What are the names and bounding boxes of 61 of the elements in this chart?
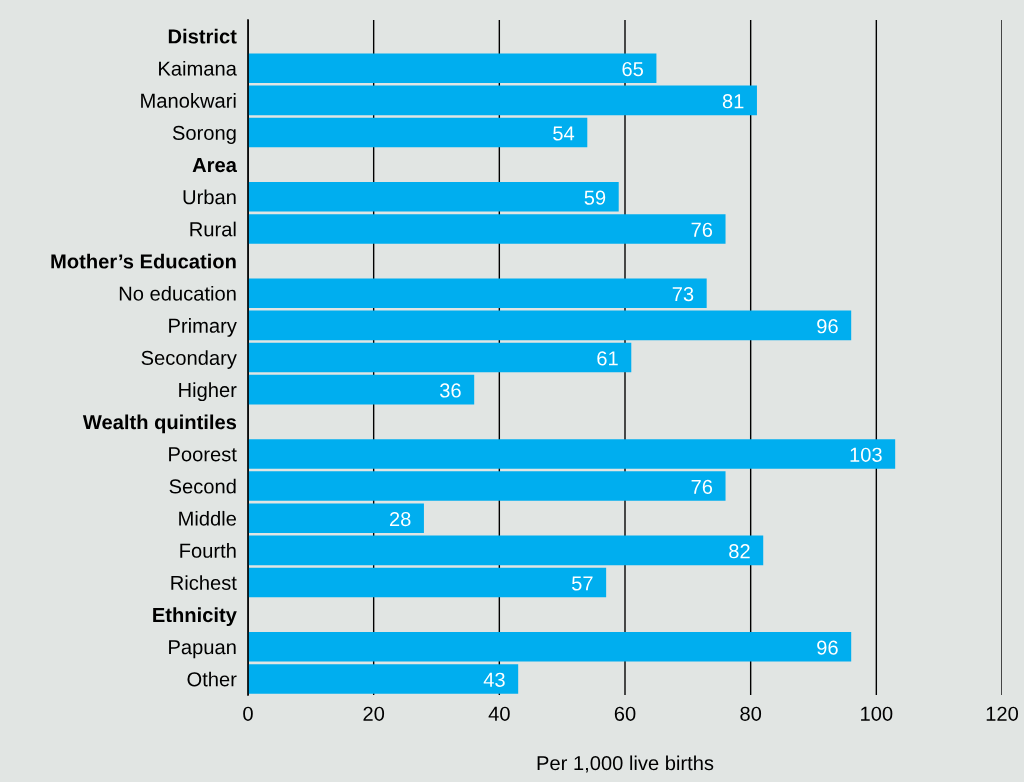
y-tick-label: Richest (171, 575, 237, 590)
data-label: 73 (672, 286, 694, 302)
data-label: 76 (691, 479, 713, 495)
y-tick-label: Wealth quintiles (82, 414, 237, 434)
data-label: 61 (597, 351, 618, 366)
y-tick-label: Ethnicity (153, 607, 237, 627)
bar (248, 374, 475, 405)
bar (248, 117, 588, 148)
data-label: 57 (571, 576, 593, 591)
data-label: 96 (817, 319, 838, 334)
y-tick-label: Papuan (169, 640, 236, 659)
y-tick-label: Fourth (180, 543, 236, 558)
bar (248, 664, 519, 694)
x-tick-label: 20 (363, 706, 385, 721)
y-tick-label: No education (119, 285, 236, 301)
bar (248, 278, 707, 308)
data-label: 76 (691, 222, 713, 237)
bar (248, 342, 632, 373)
data-label: 81 (722, 94, 744, 109)
bar (248, 503, 424, 533)
x-axis-title: Per 1,000 live births (537, 755, 714, 773)
y-tick-label: Higher (179, 382, 237, 402)
y-tick-label: Sorong (172, 125, 236, 144)
bar (248, 53, 657, 83)
y-tick-label: Kaimana (159, 60, 237, 76)
x-tick-label: 100 (861, 706, 893, 721)
y-tick-label: Secondary (141, 350, 237, 369)
y-tick-label: Primary (169, 318, 237, 337)
y-tick-label: Urban (183, 189, 236, 205)
bar (248, 535, 764, 566)
bar (248, 310, 852, 341)
data-label: 28 (389, 511, 411, 527)
x-tick-label: 120 (986, 706, 1019, 721)
y-tick-label: Poorest (169, 447, 237, 462)
data-label: 59 (584, 190, 606, 205)
y-tick-label: Area (192, 158, 238, 173)
data-label: 82 (729, 544, 750, 559)
bar (248, 214, 726, 244)
y-tick-label: Mother’s Education (51, 253, 236, 269)
data-label: 43 (483, 672, 505, 687)
y-tick-label: Manokwari (141, 93, 236, 108)
data-label: 54 (553, 126, 575, 141)
data-label: 96 (817, 640, 838, 655)
data-label: 103 (850, 447, 882, 462)
data-label: 65 (622, 61, 644, 77)
x-tick-label: 40 (488, 706, 510, 721)
y-tick-label: Rural (190, 221, 236, 237)
bar (248, 471, 726, 501)
bar (248, 632, 852, 662)
bar (248, 182, 619, 212)
y-tick-label: District (168, 28, 237, 44)
bar (248, 439, 896, 469)
x-tick-label: 60 (614, 706, 636, 721)
x-tick-label: 80 (740, 706, 762, 721)
y-tick-label: Second (169, 478, 236, 494)
bar (248, 85, 757, 116)
x-tick-label: 0 (243, 706, 253, 721)
bar (248, 567, 607, 598)
data-label: 36 (440, 383, 461, 398)
y-tick-label: Middle (179, 510, 236, 526)
y-tick-label: Other (187, 671, 237, 687)
